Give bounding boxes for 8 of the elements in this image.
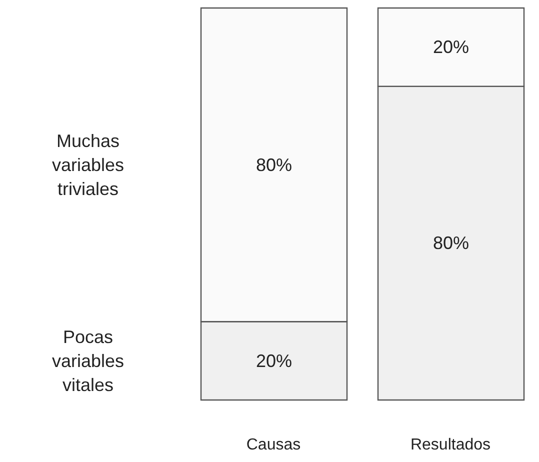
text: Muchas variables triviales bbox=[52, 130, 124, 199]
data-label: 20% bbox=[432, 37, 470, 58]
x-tick-label: Resultados bbox=[410, 436, 491, 454]
data-label: 80% bbox=[432, 233, 470, 254]
text: Pocas variables vitales bbox=[52, 326, 124, 395]
data-label: 80% bbox=[256, 154, 292, 175]
data-label: 20% bbox=[256, 350, 292, 371]
x-tick-label: Causas bbox=[246, 436, 301, 454]
